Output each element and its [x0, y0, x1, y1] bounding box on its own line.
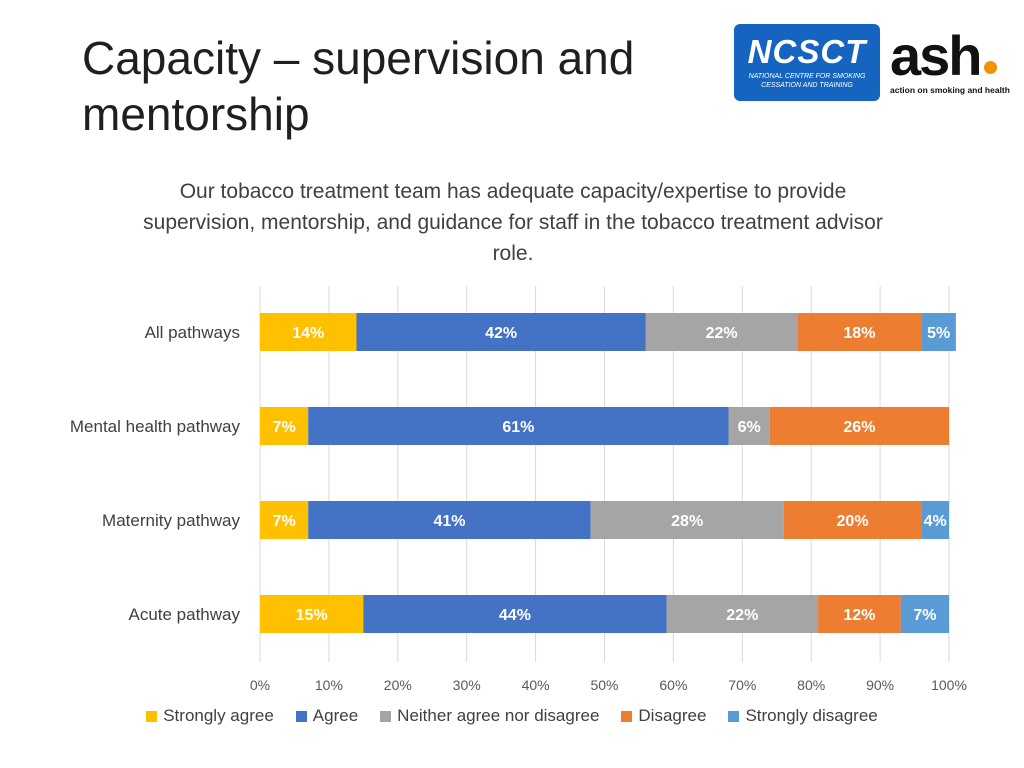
ash-logo-name: ash	[890, 24, 982, 87]
ash-logo: ash action on smoking and health	[890, 24, 1015, 102]
legend-label: Disagree	[638, 706, 707, 725]
data-label: 44%	[499, 607, 531, 624]
legend-item: Strongly disagree	[728, 706, 878, 726]
data-label: 28%	[671, 513, 703, 530]
ncsct-logo-name: NCSCT	[747, 33, 867, 70]
data-label: 26%	[843, 419, 875, 436]
bar-segment	[356, 313, 646, 351]
ash-logo-wordmark: ash	[890, 24, 1015, 87]
legend-item: Strongly agree	[146, 706, 274, 726]
x-tick-label: 20%	[384, 677, 412, 693]
x-tick-label: 60%	[659, 677, 687, 693]
stacked-bar-chart: 0% 10% 20% 30% 40% 50% 60% 70% 80% 90% 100% All pat…	[70, 286, 967, 693]
data-label: 5%	[927, 325, 950, 342]
data-label: 22%	[706, 325, 738, 342]
category-label: Acute pathway	[128, 605, 240, 624]
bar-segment	[921, 313, 956, 351]
data-label: 12%	[843, 607, 875, 624]
data-label: 61%	[502, 419, 534, 436]
data-label: 7%	[273, 513, 296, 530]
data-label: 42%	[485, 325, 517, 342]
category-label: Maternity pathway	[102, 511, 240, 530]
x-tick-label: 10%	[315, 677, 343, 693]
bar-segment	[590, 501, 784, 539]
bar-segment	[308, 407, 729, 445]
category-label: All pathways	[145, 323, 240, 342]
data-label: 22%	[726, 607, 758, 624]
legend-label: Strongly agree	[163, 706, 274, 725]
bar-segment	[260, 407, 309, 445]
ash-logo-tagline: action on smoking and health	[890, 85, 1010, 95]
legend-label: Strongly disagree	[745, 706, 878, 725]
x-tick-label: 50%	[590, 677, 618, 693]
legend-item: Disagree	[621, 706, 706, 726]
data-label: 4%	[924, 513, 947, 530]
data-label: 20%	[837, 513, 869, 530]
legend-swatch	[728, 710, 740, 722]
legend-swatch	[621, 710, 633, 722]
data-label: 41%	[433, 513, 465, 530]
legend-item: Agree	[295, 706, 359, 726]
slide-title: Capacity – supervision and mentorship	[82, 32, 635, 140]
legend-item: Neither agree nor disagree	[380, 706, 599, 726]
bar-segment	[645, 313, 798, 351]
x-tick-label: 80%	[797, 677, 825, 693]
data-label: 14%	[292, 325, 324, 342]
x-tick-label: 100%	[931, 677, 967, 693]
data-label: 15%	[296, 607, 328, 624]
legend-swatch	[380, 710, 392, 722]
bar-segment	[921, 501, 949, 539]
ncsct-logo: NCSCT NATIONAL CENTRE FOR SMOKING CESSAT…	[734, 24, 880, 101]
legend-swatch	[295, 710, 307, 722]
data-label: 7%	[273, 419, 296, 436]
legend-label: Agree	[312, 706, 359, 725]
x-tick-label: 0%	[250, 677, 270, 693]
bar-segment	[783, 501, 922, 539]
data-label: 18%	[843, 325, 875, 342]
x-tick-label: 30%	[453, 677, 481, 693]
bar-segment	[666, 595, 819, 633]
category-label: Mental health pathway	[70, 417, 241, 436]
bar-segment	[818, 595, 901, 633]
chart-legend: Strongly agree Agree Neither agree nor dis…	[0, 706, 1024, 726]
bar-segment	[260, 501, 309, 539]
bar-segment	[260, 595, 364, 633]
chart-title: Our tobacco treatment team has adequate …	[143, 180, 883, 265]
bar-segment	[308, 501, 591, 539]
ash-logo-dot-icon	[983, 61, 997, 74]
bar-segment	[363, 595, 667, 633]
data-label: 6%	[738, 419, 761, 436]
bar-segment	[769, 407, 949, 445]
x-tick-label: 70%	[728, 677, 756, 693]
data-label: 7%	[913, 607, 936, 624]
ncsct-logo-tagline: NATIONAL CENTRE FOR SMOKING CESSATION AN…	[748, 73, 866, 89]
bar-segment	[260, 313, 357, 351]
legend-swatch	[146, 710, 158, 722]
legend-label: Neither agree nor disagree	[397, 706, 600, 725]
x-tick-label: 40%	[522, 677, 550, 693]
bar-segment	[900, 595, 949, 633]
bar-segment	[797, 313, 922, 351]
bar-segment	[728, 407, 770, 445]
x-tick-label: 90%	[866, 677, 894, 693]
